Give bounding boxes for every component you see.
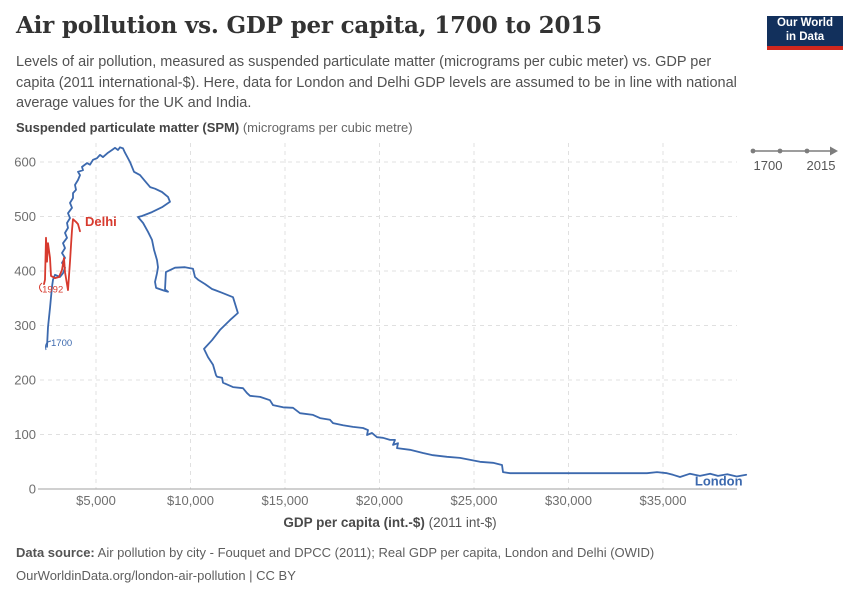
annotation-delhi: Delhi	[85, 214, 117, 229]
delhi-series-line[interactable]	[43, 218, 81, 292]
y-axis-title-unit: (micrograms per cubic metre)	[239, 120, 413, 135]
y-tick-label: 200	[14, 373, 36, 388]
timeline-dot[interactable]	[777, 148, 783, 154]
owid-logo-box: Our World in Data	[767, 16, 843, 46]
chart-subtitle: Levels of air pollution, measured as sus…	[16, 54, 737, 112]
x-tick-label: $25,000	[451, 493, 498, 508]
y-tick-label: 500	[14, 209, 36, 224]
annotation-1992: 1992	[42, 284, 63, 295]
footer-datasource-label: Data source:	[16, 545, 95, 560]
x-tick-label: $20,000	[356, 493, 403, 508]
x-gridlines: $5,000 $10,000 $15,000 $20,000 $25,000 $30,00…	[76, 143, 687, 508]
page-title: Air pollution vs. GDP per capita, 1700 t…	[16, 12, 602, 39]
footer-link[interactable]: OurWorldinData.org/london-air-pollution …	[16, 567, 296, 583]
x-tick-label: $5,000	[76, 493, 116, 508]
owid-logo-line2: in Data	[785, 31, 825, 43]
timeline-dot[interactable]	[750, 148, 756, 154]
owid-logo-line1: Our World	[776, 17, 833, 30]
y-tick-label: 300	[14, 318, 36, 333]
footer-datasource-text: Air pollution by city - Fouquet and DPCC…	[94, 545, 655, 560]
owid-logo[interactable]: Our World in Data	[767, 16, 843, 51]
timeline-control[interactable]: 1700 2015	[750, 146, 838, 174]
footer: Data source: Air pollution by city - Fou…	[16, 542, 816, 588]
y-tick-label: 600	[14, 155, 36, 170]
y-axis-title-bold: Suspended particulate matter (SPM)	[16, 120, 240, 135]
y-tick-label: 0	[29, 482, 36, 497]
timeline-arrow-icon	[830, 146, 838, 156]
annotation-1700: 1700	[51, 338, 72, 349]
x-tick-label: $30,000	[545, 493, 592, 508]
chart-canvas[interactable]: $5,000 $10,000 $15,000 $20,000 $25,000 $30,00…	[0, 138, 850, 535]
x-tick-label: $15,000	[262, 493, 309, 508]
x-tick-label: $35,000	[640, 493, 687, 508]
annotation-london: London	[695, 474, 743, 489]
annotation-1700-arrow	[45, 340, 52, 351]
timeline-start-label[interactable]: 1700	[754, 158, 783, 173]
y-tick-label: 100	[14, 427, 36, 442]
y-tick-label: 400	[14, 264, 36, 279]
annotation-1992-arrow	[39, 282, 43, 293]
y-axis-title: Suspended particulate matter (SPM) (micr…	[16, 120, 413, 135]
owid-logo-red-strip	[767, 46, 843, 50]
x-axis-title: GDP per capita (int.-$) (2011 int-$)	[283, 515, 496, 530]
footer-datasource: Data source: Air pollution by city - Fou…	[16, 542, 816, 565]
y-gridlines: 0 100 200 300 400 500 600	[14, 155, 737, 497]
timeline-dot[interactable]	[804, 148, 810, 154]
london-series-line[interactable]	[46, 146, 748, 478]
timeline-end-label[interactable]: 2015	[807, 158, 836, 173]
x-tick-label: $10,000	[167, 493, 214, 508]
